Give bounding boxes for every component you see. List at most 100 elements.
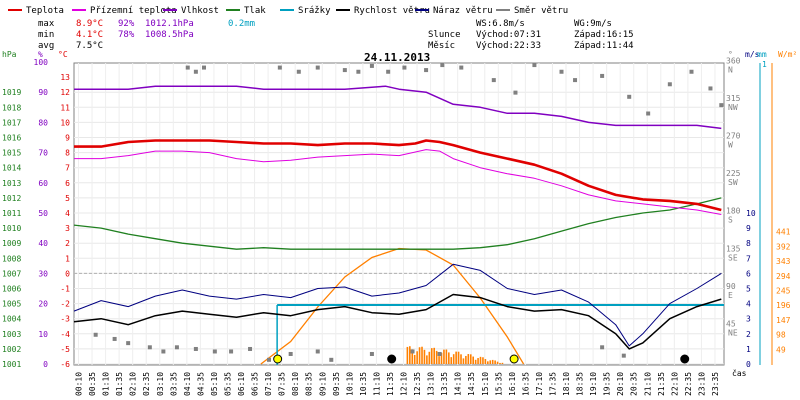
x-tick: 12:10 bbox=[400, 372, 409, 396]
axes: hPa% °C1019101810171016101510141013101210… bbox=[2, 50, 797, 396]
legend-label: Tlak bbox=[244, 6, 266, 16]
x-tick: 20:10 bbox=[616, 372, 625, 396]
pressure-line bbox=[73, 197, 722, 250]
wm2-tick: 441 bbox=[776, 228, 791, 237]
ms-tick: 2 bbox=[746, 330, 751, 339]
legend-label: Rychlost větru bbox=[354, 6, 430, 16]
solar-bar bbox=[457, 351, 460, 364]
dir-tick: 180 bbox=[726, 207, 741, 216]
wind-dir-point bbox=[719, 103, 724, 108]
hpa-tick: 1005 bbox=[2, 300, 21, 309]
legend-label: Srážky bbox=[298, 6, 331, 16]
x-tick: 21:10 bbox=[643, 372, 652, 396]
temp-tick: 7 bbox=[65, 164, 70, 173]
wind-dir-point bbox=[112, 336, 117, 341]
stats-panel: max 8.9°C 92% 1012.1hPa 0.2mm min 4.1°C … bbox=[38, 19, 255, 51]
solar-bar bbox=[421, 346, 423, 364]
temp-tick: 13 bbox=[60, 73, 70, 82]
wind-dir-point bbox=[459, 65, 464, 70]
x-tick: 19:10 bbox=[589, 372, 598, 396]
ms-tick: 5 bbox=[746, 285, 751, 294]
solar-bar bbox=[411, 349, 414, 364]
solar-bar bbox=[406, 346, 409, 364]
wind-dir-point bbox=[277, 65, 282, 70]
hpa-tick: 1012 bbox=[2, 194, 21, 203]
wind-dir-point bbox=[193, 69, 198, 74]
temp-tick: -3 bbox=[60, 315, 70, 324]
dir-tick: 270 bbox=[726, 132, 741, 141]
moon-marker bbox=[387, 354, 397, 364]
ms-tick: 10 bbox=[746, 209, 756, 218]
wind-dir-point bbox=[627, 94, 632, 99]
hpa-tick: 1019 bbox=[2, 88, 21, 97]
hum-tick: 70 bbox=[38, 149, 48, 158]
solar-bar bbox=[474, 359, 477, 364]
solar-bar bbox=[440, 352, 443, 364]
wind-gust-info: WG:9m/s bbox=[574, 19, 612, 29]
x-tick: 13:10 bbox=[427, 372, 436, 396]
stats-max-press: 1012.1hPa bbox=[145, 19, 194, 29]
rain-bars bbox=[406, 346, 504, 364]
temp-tick: 10 bbox=[60, 118, 70, 127]
x-tick: 05:35 bbox=[223, 372, 232, 396]
temp-tick: -1 bbox=[60, 285, 70, 294]
stats-avg-temp: 7.5°C bbox=[76, 41, 103, 51]
ms-unit: m/s bbox=[745, 50, 760, 59]
solar-bar bbox=[418, 347, 421, 364]
moonrise-time: Východ:22:33 bbox=[476, 41, 541, 51]
stats-avg-label: avg bbox=[38, 41, 54, 51]
solar-line bbox=[260, 247, 525, 365]
wind-dir-point bbox=[296, 69, 301, 74]
dir-tick: W bbox=[728, 141, 733, 150]
dir-tick: 360 bbox=[726, 56, 741, 65]
ground-temp-line bbox=[74, 149, 722, 215]
ms-tick: 6 bbox=[746, 269, 751, 278]
wind-dir-point bbox=[288, 351, 293, 356]
wind-dir-point bbox=[410, 349, 415, 354]
solar-bar bbox=[423, 349, 426, 364]
solar-series bbox=[260, 247, 525, 365]
stats-max-hum: 92% bbox=[118, 19, 135, 29]
x-tick: 10:10 bbox=[345, 372, 354, 396]
solar-bar bbox=[482, 357, 484, 364]
solar-bar bbox=[448, 352, 450, 364]
solar-bar bbox=[455, 351, 457, 364]
x-tick: 01:35 bbox=[115, 372, 124, 396]
wind-dir-point bbox=[93, 332, 98, 337]
wind-direction-series bbox=[93, 63, 724, 362]
solar-bar bbox=[465, 355, 467, 364]
wind-speed-info: WS:6.8m/s bbox=[476, 19, 525, 29]
x-tick: 18:10 bbox=[562, 372, 571, 396]
solar-bar bbox=[435, 350, 438, 364]
humidity-line bbox=[74, 85, 722, 130]
wind-dir-point bbox=[212, 349, 217, 354]
hpa-tick: 1003 bbox=[2, 330, 21, 339]
wind-gust-line bbox=[73, 263, 722, 347]
temp-tick: 6 bbox=[65, 179, 70, 188]
wind-dir-point bbox=[369, 351, 374, 356]
x-tick: 23:10 bbox=[697, 372, 706, 396]
solar-bar bbox=[467, 354, 470, 364]
wind-dir-point bbox=[621, 353, 626, 358]
wind-dir-point bbox=[708, 86, 713, 91]
chart-title: 24.11.2013 bbox=[364, 51, 430, 64]
legend-label: Náraz větru bbox=[433, 6, 493, 16]
wind-dir-point bbox=[147, 345, 152, 350]
dir-tick: 315 bbox=[726, 94, 741, 103]
x-tick: 18:35 bbox=[576, 372, 585, 396]
wind-dir-point bbox=[329, 357, 334, 362]
ms-tick: 9 bbox=[746, 224, 751, 233]
hpa-tick: 1002 bbox=[2, 345, 21, 354]
wind-dir-point bbox=[437, 351, 442, 356]
wind-dir-point bbox=[315, 65, 320, 70]
x-tick: 03:35 bbox=[169, 372, 178, 396]
wind-dir-point bbox=[491, 78, 496, 83]
hpa-tick: 1008 bbox=[2, 254, 21, 263]
temp-tick: 3 bbox=[65, 224, 70, 233]
sun-label: Slunce bbox=[428, 30, 461, 40]
stats-min-label: min bbox=[38, 30, 54, 40]
wind-dir-point bbox=[356, 69, 361, 74]
solar-bar bbox=[501, 362, 504, 364]
wind-dir-point bbox=[248, 346, 253, 351]
moon-label: Měsíc bbox=[428, 41, 455, 51]
